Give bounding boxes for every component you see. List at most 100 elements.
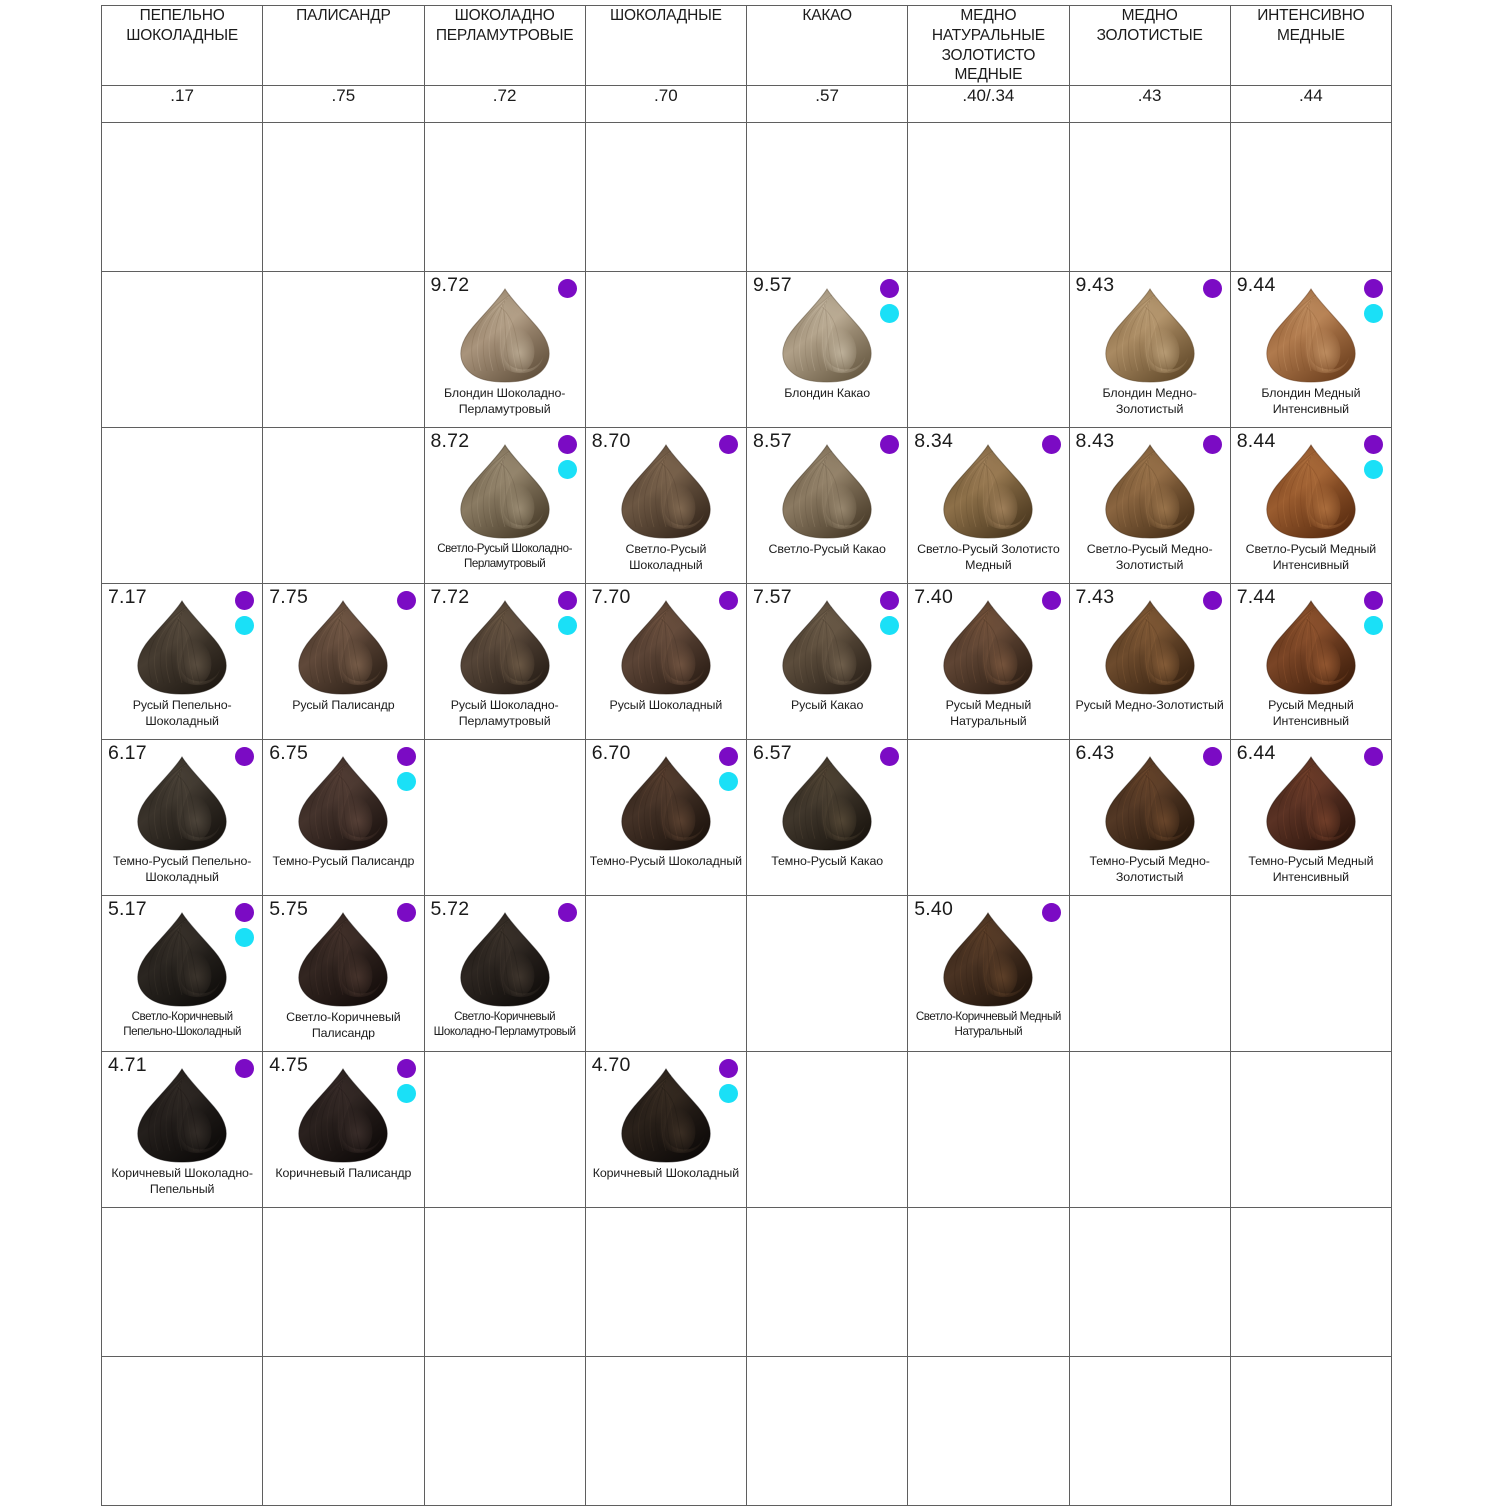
palette-cell-5.17[interactable]: 5.17 Светло-Коричневый Пепельно-Шоколадны… [100,895,264,1053]
column-code-2: .72 [423,85,586,124]
hair-swatch-icon [621,600,711,695]
indicator-dots [1041,903,1061,923]
palette-cell-5.75[interactable]: 5.75 Светло-Коричневый Палисандр [262,895,425,1053]
shade-name: Светло-Коричневый Пепельно-Шоколадный [123,1010,241,1038]
shade-code: 7.44 [1236,586,1276,609]
shade-code: 7.57 [753,586,792,609]
shade-code: 6.57 [753,742,792,765]
palette-cell-8.44[interactable]: 8.44 Светло-Русый Медный Интенсивный [1229,427,1393,585]
hair-swatch-icon [1266,756,1356,851]
cyan-dot-icon [880,616,900,636]
palette-cell-empty [1229,1356,1393,1506]
palette-cell-7.43[interactable]: 7.43 Русый Медно-Золотистый [1068,583,1231,741]
indicator-dots [1364,435,1383,480]
palette-cell-5.72[interactable]: 5.72 Светло-Коричневый Шоколадно-Перламут… [423,895,586,1053]
palette-cell-9.72[interactable]: 9.72 Блондин Шоколадно-Перламутровый [423,271,586,429]
indicator-dots [1364,747,1383,767]
indicator-dots [235,1059,255,1079]
hair-swatch-icon [459,912,550,1007]
indicator-dots [235,903,255,948]
palette-cell-9.43[interactable]: 9.43 Блондин Медно-Золотистый [1068,271,1231,429]
shade-name: Русый Медный Интенсивный [1268,698,1354,728]
hair-swatch [1257,443,1365,539]
shade-name: Русый Пепельно-Шоколадный [132,698,232,728]
palette-cell-8.57[interactable]: 8.57 Светло-Русый Какао [745,427,909,585]
palette-cell-empty [907,1207,1070,1358]
palette-cell-6.44[interactable]: 6.44 Темно-Русый Медный Интенсивный [1229,739,1393,897]
shade-name: Коричневый Шоколадно-Пепельный [111,1166,253,1196]
palette-cell-6.43[interactable]: 6.43 Темно-Русый Медно-Золотистый [1068,739,1231,897]
hair-swatch [128,755,236,851]
indicator-dots [396,747,416,792]
palette-cell-8.43[interactable]: 8.43 Светло-Русый Медно-Золотистый [1068,427,1231,585]
purple-dot-icon [1364,591,1383,611]
palette-cell-8.70[interactable]: 8.70 Светло-Русый Шоколадный [584,427,748,585]
shade-code: 6.70 [591,742,631,765]
indicator-dots [719,1059,738,1104]
palette-cell-7.72[interactable]: 7.72 Русый Шоколадно-Перламутровый [423,583,586,741]
palette-cell-4.70[interactable]: 4.70 Коричневый Шоколадный [584,1051,748,1209]
purple-dot-icon [719,591,738,611]
hair-swatch [612,755,720,851]
palette-cell-empty [907,1356,1070,1506]
purple-dot-icon [235,747,255,767]
palette-cell-9.44[interactable]: 9.44 Блондин Медный Интенсивный [1229,271,1393,429]
shade-name: Блондин Медный Интенсивный [1261,386,1361,416]
palette-cell-empty [100,122,264,273]
purple-dot-icon [1041,903,1061,923]
shade-name: Русый Медно-Золотистый [1075,698,1224,713]
palette-cell-empty [1229,1207,1393,1358]
hair-swatch-icon [782,756,872,851]
shade-code: 7.40 [914,586,954,609]
indicator-dots [557,279,577,299]
palette-cell-6.57[interactable]: 6.57 Темно-Русый Какао [745,739,909,897]
shade-code: 9.72 [430,274,470,297]
shade-code: 6.44 [1236,742,1276,765]
palette-cell-7.44[interactable]: 7.44 Русый Медный Интенсивный [1229,583,1393,741]
palette-cell-6.70[interactable]: 6.70 Темно-Русый Шоколадный [584,739,748,897]
palette-cell-8.72[interactable]: 8.72 Светло-Русый Шоколадно-Перламутровый [423,427,586,585]
shade-name: Светло-Русый Шоколадный [625,542,707,572]
indicator-dots [1202,435,1222,455]
shade-code: 9.43 [1075,274,1115,297]
shade-name: Русый Медный Натуральный [945,698,1032,728]
cyan-dot-icon [719,772,738,792]
cyan-dot-icon [1364,616,1383,636]
purple-dot-icon [1041,435,1061,455]
hair-swatch [773,599,881,695]
shade-code: 7.43 [1075,586,1115,609]
hair-swatch [773,443,881,539]
palette-cell-4.75[interactable]: 4.75 Коричневый Палисандр [262,1051,425,1209]
palette-cell-7.17[interactable]: 7.17 Русый Пепельно-Шоколадный [100,583,264,741]
palette-row-level-3 [100,1207,1393,1358]
palette-cell-8.34[interactable]: 8.34 Светло-Русый Золотисто Медный [907,427,1070,585]
hair-swatch-icon [782,444,872,539]
palette-cell-7.70[interactable]: 7.70 Русый Шоколадный [584,583,748,741]
hair-swatch [612,1067,720,1163]
shade-name: Светло-Коричневый Медный Натуральный [915,1010,1062,1038]
shade-name: Блондин Шоколадно-Перламутровый [443,386,566,416]
hair-swatch [1096,755,1204,851]
palette-cell-6.75[interactable]: 6.75 Темно-Русый Палисандр [262,739,425,897]
palette-cell-5.40[interactable]: 5.40 Светло-Коричневый Медный Натуральный [907,895,1070,1053]
palette-cell-empty [584,895,748,1053]
palette-cell-7.57[interactable]: 7.57 Русый Какао [745,583,909,741]
palette-cell-9.57[interactable]: 9.57 Блондин Какао [745,271,909,429]
palette-cell-empty [584,1207,748,1358]
purple-dot-icon [719,747,738,767]
hair-swatch [934,443,1042,539]
shade-code: 8.43 [1075,430,1115,453]
palette-cell-7.40[interactable]: 7.40 Русый Медный Натуральный [907,583,1070,741]
hair-swatch [451,443,559,539]
hair-swatch-icon [298,1068,389,1163]
shade-code: 7.72 [430,586,470,609]
palette-cell-7.75[interactable]: 7.75 Русый Палисандр [262,583,425,741]
shade-name: Светло-Русый Шоколадно-Перламутровый [437,542,572,570]
shade-code: 6.75 [269,742,309,765]
palette-cell-6.17[interactable]: 6.17 Темно-Русый Пепельно-Шоколадный [100,739,264,897]
purple-dot-icon [1202,747,1222,767]
hair-swatch [289,599,397,695]
indicator-dots [1202,747,1222,767]
palette-cell-4.71[interactable]: 4.71 Коричневый Шоколадно-Пепельный [100,1051,264,1209]
palette-cell-empty [262,1356,425,1506]
